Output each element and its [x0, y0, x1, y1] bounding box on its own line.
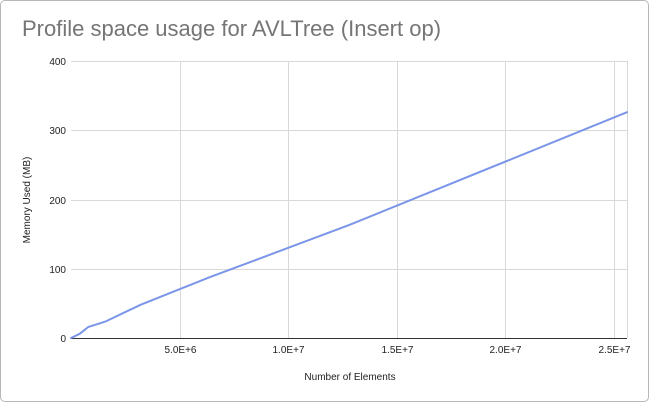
y-tick-label: 300: [49, 126, 66, 137]
chart-title: Profile space usage for AVLTree (Insert …: [22, 16, 442, 41]
y-axis-title: Memory Used (MB): [22, 157, 33, 244]
x-tick-label: 1.5E+7: [382, 345, 414, 356]
series-line: [70, 111, 628, 339]
y-tick-label: 400: [49, 57, 66, 68]
x-tick-label: 1.0E+7: [273, 345, 305, 356]
gridlines: [71, 61, 628, 338]
y-tick-label: 100: [49, 265, 66, 276]
y-tick-label: 200: [49, 196, 66, 207]
series-layer: [70, 111, 628, 339]
x-tick-label: 5.0E+6: [165, 345, 197, 356]
x-tick-label: 2.0E+7: [490, 345, 522, 356]
x-axis-title: Number of Elements: [304, 372, 395, 383]
tick-labels: 0 100 200 300 400 5.0E+6 1.0E+7 1.5E+7 2.0E+7 2.5…: [49, 57, 631, 356]
x-tick-label: 2.5E+7: [599, 345, 631, 356]
y-tick-label: 0: [60, 334, 66, 345]
